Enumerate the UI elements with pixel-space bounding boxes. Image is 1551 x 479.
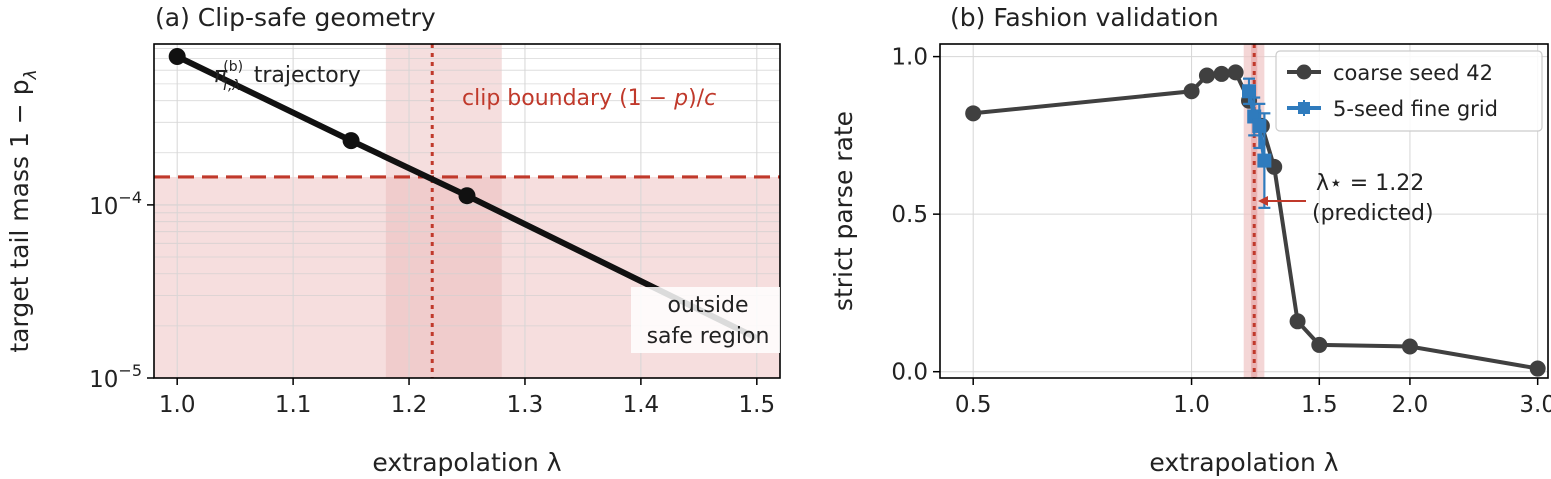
panel-b-y-ticks: 0.0 0.5 1.0 — [891, 45, 940, 386]
x-tick-label: 3.0 — [1519, 392, 1551, 418]
y-tick-label: 10−5 — [89, 361, 142, 393]
legend-marker-coarse — [1296, 64, 1312, 80]
annotation-arrowhead — [1258, 196, 1268, 206]
panel-b-title: (b) Fashion validation — [950, 3, 1219, 32]
y-tick-label: 1.0 — [891, 45, 928, 71]
trajectory-label: π(b) T,λ trajectory — [214, 59, 361, 94]
panel-b-y-axis-label: strict parse rate — [829, 111, 858, 311]
panel-b: (b) Fashion validation 0.5 1.0 1.5 2.0 3.0 0… — [829, 3, 1551, 477]
panel-b-frame — [939, 43, 1549, 379]
outside-label-line2: safe region — [647, 324, 770, 349]
x-tick-label: 1.3 — [507, 392, 544, 418]
x-tick-label: 1.1 — [275, 392, 312, 418]
panel-b-lines — [965, 64, 1546, 377]
x-tick-label: 1.0 — [1173, 392, 1210, 418]
panel-a-shaded-regions — [154, 44, 780, 378]
coarse-series-point — [1401, 338, 1418, 355]
legend-marker-fine — [1298, 102, 1310, 114]
coarse-series-point — [1183, 83, 1200, 100]
panel-a-title: (a) Clip-safe geometry — [155, 3, 436, 32]
lambda-star-note: (predicted) — [1312, 201, 1434, 226]
panel-b-x-ticks: 0.5 1.0 1.5 2.0 3.0 — [955, 378, 1551, 418]
x-tick-label: 1.5 — [1301, 392, 1338, 418]
fine-series-point — [1242, 84, 1257, 99]
coarse-series-point — [1529, 360, 1546, 377]
outside-label-backdrop — [631, 287, 780, 353]
panel-a-frame — [153, 43, 781, 379]
panel-a: (a) Clip-safe geometry 1.0 1.1 1.2 1.3 1.4 1.… — [5, 3, 781, 477]
panel-a-x-ticks: 1.0 1.1 1.2 1.3 1.4 1.5 — [159, 378, 775, 418]
lambda-star-annotation: λ⋆ = 1.22 (predicted) — [1258, 171, 1434, 226]
fine-series-point — [1257, 153, 1272, 168]
outside-label-line1: outside — [667, 293, 748, 318]
coarse-series-point — [1198, 67, 1215, 84]
panel-a-y-axis-label: target tail mass 1 − pλ — [5, 69, 41, 352]
panel-a-lines — [154, 44, 780, 378]
coarse-series-point — [965, 105, 982, 122]
x-tick-label: 1.5 — [739, 392, 776, 418]
trajectory-line — [175, 53, 759, 341]
panel-a-grid — [154, 44, 780, 379]
coarse-series-point — [1289, 313, 1306, 330]
x-tick-label: 0.5 — [955, 392, 992, 418]
legend-box — [1275, 50, 1543, 132]
legend-label-fine: 5-seed fine grid — [1333, 97, 1498, 121]
y-tick-label: 0.5 — [891, 202, 928, 228]
x-tick-label: 1.4 — [623, 392, 660, 418]
panel-a-x-axis-label: extrapolation λ — [372, 448, 561, 477]
x-tick-label: 2.0 — [1392, 392, 1429, 418]
x-tick-label: 1.0 — [159, 392, 196, 418]
panel-a-y-ticks: 10−4 10−5 — [89, 188, 154, 393]
legend: coarse seed 42 5-seed fine grid — [1275, 50, 1543, 132]
panel-b-x-axis-label: extrapolation λ — [1149, 448, 1338, 477]
coarse-series-point — [1311, 336, 1328, 353]
lambda-band-shade — [385, 44, 502, 378]
trajectory-point — [458, 187, 476, 205]
y-tick-label: 0.0 — [891, 360, 928, 386]
lambda-core-shade — [1251, 44, 1258, 378]
clip-boundary-label: clip boundary (1 − p)/c — [462, 86, 716, 111]
y-tick-label: 10−4 — [89, 188, 142, 220]
trajectory-point — [342, 132, 360, 150]
legend-label-coarse: coarse seed 42 — [1333, 61, 1493, 85]
coarse-series-point — [1227, 64, 1244, 81]
coarse-series-point — [1213, 65, 1230, 82]
trajectory-point — [168, 47, 186, 65]
fine-series-point — [1252, 118, 1267, 133]
x-tick-label: 1.2 — [391, 392, 428, 418]
lambda-star-label: λ⋆ = 1.22 — [1316, 171, 1424, 196]
